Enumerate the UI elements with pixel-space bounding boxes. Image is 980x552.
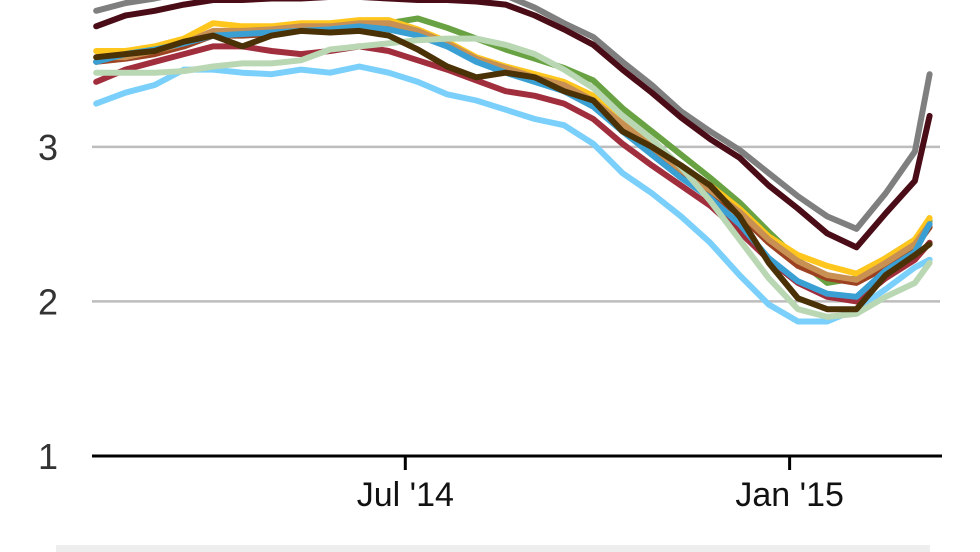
series-line [93,20,933,283]
x-axis [92,454,942,470]
y-tick-label: 2 [38,281,58,322]
x-tick-label: Jul '14 [357,476,454,514]
series-line [93,0,933,232]
x-tick-label: Jan '15 [735,476,844,514]
y-tick-label: 3 [38,127,58,168]
series-line [93,15,933,286]
series-lines [93,0,933,325]
footer-bar [56,545,930,552]
y-axis-tick-labels: 1 2 3 [38,127,58,477]
series-line [93,0,933,251]
series-line [93,27,933,313]
y-tick-label: 1 [38,436,58,477]
series-line [93,35,933,320]
x-axis-tick-labels: Jul '14 Jan '15 [357,476,844,514]
series-line [93,63,933,325]
